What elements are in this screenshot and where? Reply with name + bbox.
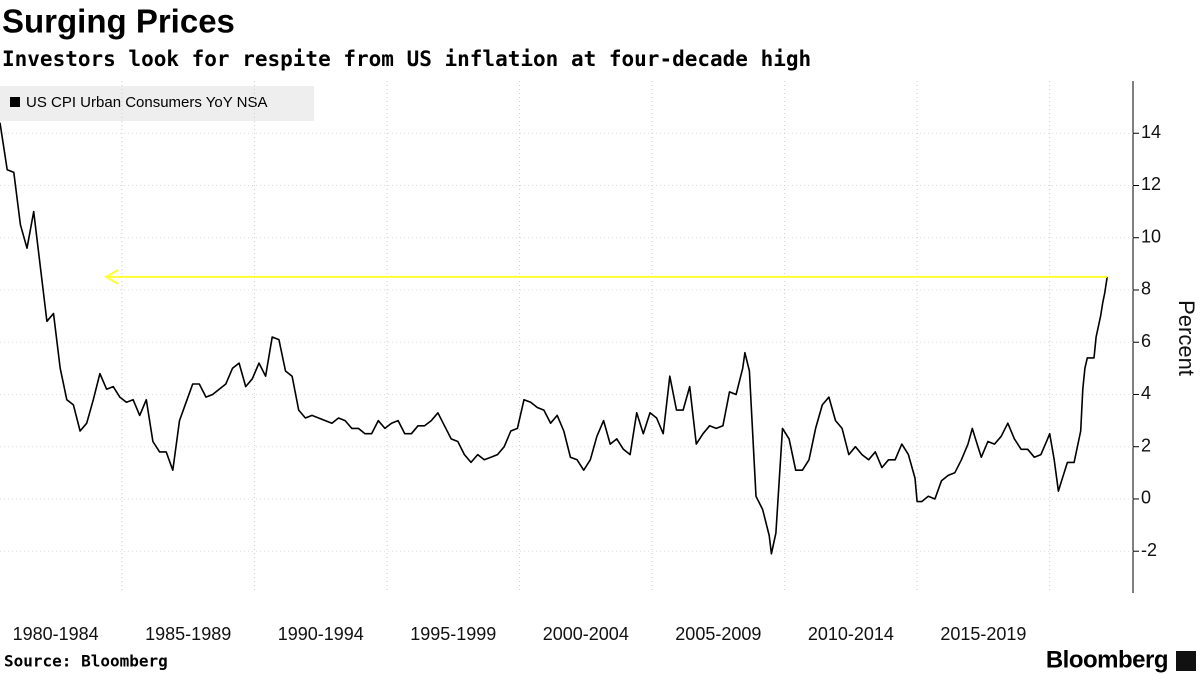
legend-swatch xyxy=(10,97,20,107)
source: Source: Bloomberg xyxy=(4,652,168,671)
y-tick-label: 10 xyxy=(1141,226,1161,246)
x-tick-label: 1990-1994 xyxy=(278,624,364,644)
brand-icon xyxy=(1176,651,1196,671)
y-tick-label: 8 xyxy=(1141,279,1151,299)
legend-box xyxy=(0,86,314,121)
chart-subtitle: Investors look for respite from US infla… xyxy=(2,47,811,71)
series-line xyxy=(0,122,1108,555)
brand: Bloomberg xyxy=(1046,646,1168,673)
y-tick-label: 2 xyxy=(1141,435,1151,455)
y-tick-label: 4 xyxy=(1141,383,1151,403)
y-axis-label: Percent xyxy=(1174,300,1199,376)
x-tick-label: 2005-2009 xyxy=(675,624,761,644)
y-tick-label: 6 xyxy=(1141,331,1151,351)
chart-title: Surging Prices xyxy=(2,3,235,40)
y-tick-label: 12 xyxy=(1141,174,1161,194)
x-tick-label: 1995-1999 xyxy=(410,624,496,644)
legend-label: US CPI Urban Consumers YoY NSA xyxy=(26,94,268,111)
y-tick-label: 14 xyxy=(1141,122,1161,142)
y-tick-label: 0 xyxy=(1141,488,1151,508)
x-tick-label: 2015-2019 xyxy=(940,624,1026,644)
x-tick-label: 1985-1989 xyxy=(145,624,231,644)
x-tick-label: 1980-1984 xyxy=(13,624,99,644)
x-tick-label: 2000-2004 xyxy=(543,624,629,644)
arrow-head xyxy=(104,269,119,285)
x-tick-label: 2010-2014 xyxy=(808,624,894,644)
y-tick-label: -2 xyxy=(1141,540,1157,560)
